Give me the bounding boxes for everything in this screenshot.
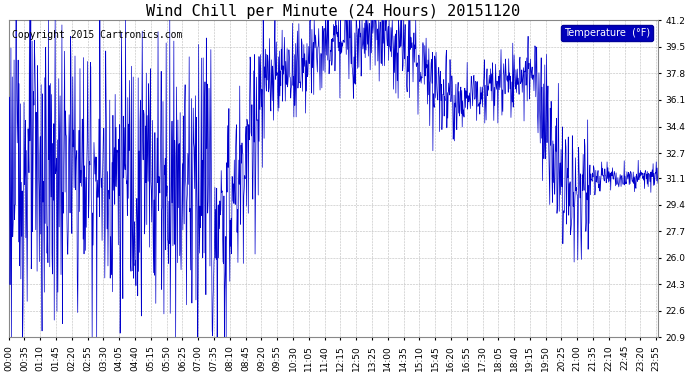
Title: Wind Chill per Minute (24 Hours) 20151120: Wind Chill per Minute (24 Hours) 2015112… (146, 4, 520, 19)
Text: Copyright 2015 Cartronics.com: Copyright 2015 Cartronics.com (12, 30, 182, 40)
Legend: Temperature  (°F): Temperature (°F) (561, 25, 653, 41)
